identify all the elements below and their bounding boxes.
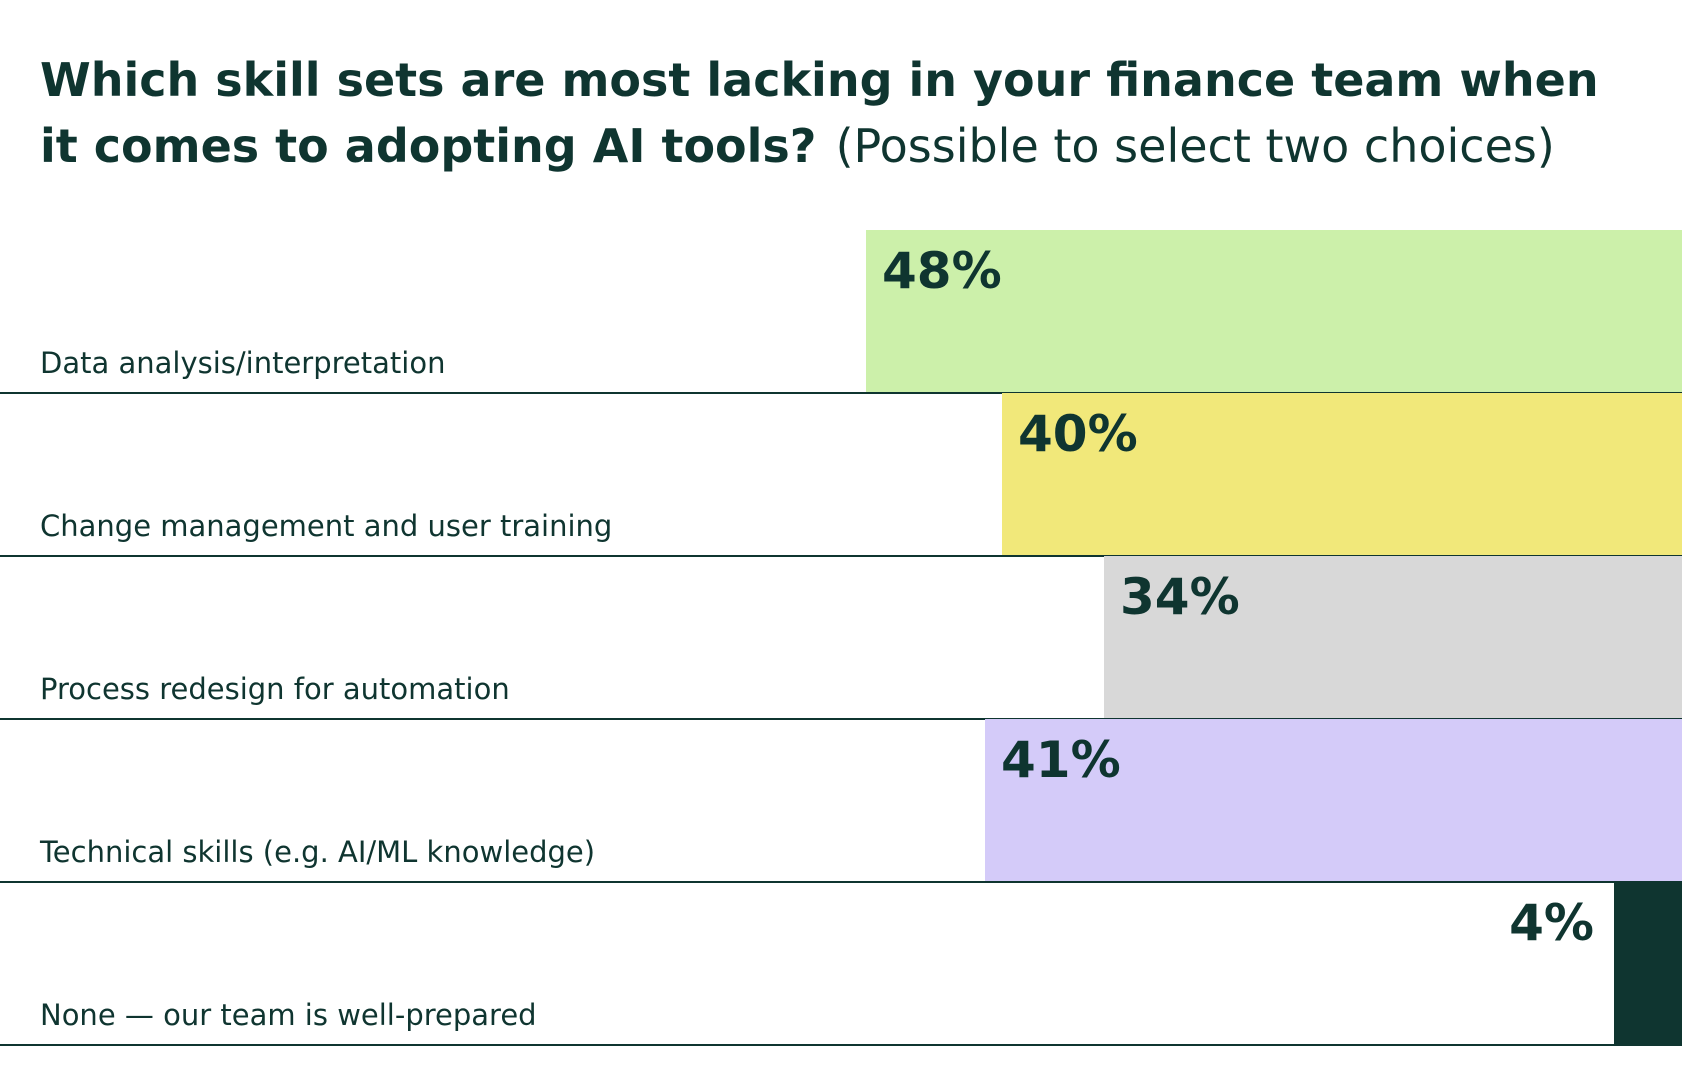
- chart-subtitle: (Possible to select two choices): [836, 119, 1555, 173]
- category-label: Change management and user training: [40, 509, 612, 543]
- value-label: 48%: [882, 242, 1002, 300]
- category-label: None — our team is well-prepared: [40, 998, 537, 1032]
- bar: [1614, 882, 1682, 1045]
- category-label: Technical skills (e.g. AI/ML knowledge): [39, 835, 595, 869]
- chart-title: Which skill sets are most lacking in you…: [40, 53, 1599, 107]
- value-label: 34%: [1120, 568, 1240, 626]
- bar: [866, 230, 1682, 393]
- category-label: Process redesign for automation: [40, 672, 510, 706]
- category-label: Data analysis/interpretation: [40, 346, 445, 380]
- bar: [1002, 393, 1682, 556]
- bar: [1104, 556, 1682, 719]
- value-label: 4%: [1509, 894, 1594, 952]
- value-label: 41%: [1001, 731, 1121, 789]
- chart-title-line: it comes to adopting AI tools? (Possible…: [40, 119, 1555, 173]
- value-label: 40%: [1018, 405, 1138, 463]
- chart-title-part: it comes to adopting AI tools?: [40, 119, 816, 173]
- bar: [985, 719, 1682, 882]
